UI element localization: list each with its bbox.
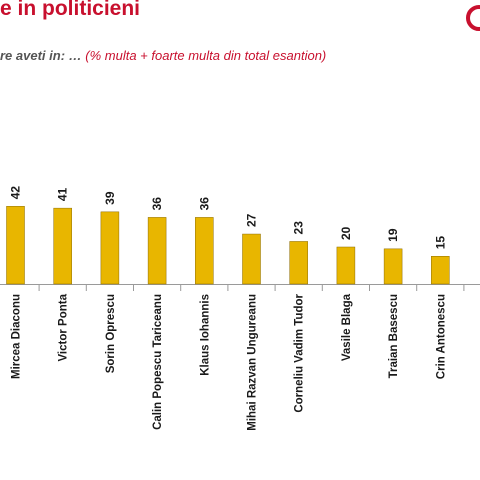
data-label: 36 bbox=[197, 197, 211, 211]
category-label: Crin Antonescu bbox=[435, 294, 447, 379]
chart-note: (% multa + foarte multa din total esanti… bbox=[85, 48, 327, 63]
bar bbox=[100, 211, 120, 285]
chart-subtitle: re aveti in: … (% multa + foarte multa d… bbox=[0, 48, 326, 63]
category-label: Mihai Razvan Ungureanu bbox=[247, 294, 259, 431]
data-label: 23 bbox=[292, 221, 306, 235]
category-label: Corneliu Vadim Tudor bbox=[294, 293, 306, 412]
bar bbox=[195, 217, 214, 285]
category-label: Sorin Oprescu bbox=[105, 294, 117, 373]
brand-logo-icon bbox=[466, 5, 480, 31]
bar bbox=[336, 246, 356, 285]
data-label: 36 bbox=[150, 197, 164, 211]
data-label: 19 bbox=[386, 228, 400, 242]
bar bbox=[289, 241, 308, 285]
bar bbox=[242, 233, 261, 285]
category-label: Traian Basescu bbox=[388, 294, 400, 378]
category-label: Mircea Diaconu bbox=[11, 294, 23, 379]
bar bbox=[6, 206, 25, 285]
survey-question: re aveti in: … bbox=[0, 48, 82, 63]
page-title: e in politicieni bbox=[0, 0, 141, 20]
bar bbox=[53, 207, 72, 285]
data-label: 15 bbox=[433, 236, 447, 250]
category-label: Calin Popescu Tariceanu bbox=[152, 294, 164, 430]
bar bbox=[383, 248, 403, 285]
data-label: 20 bbox=[339, 226, 353, 240]
bar bbox=[431, 256, 450, 285]
category-label: Victor Ponta bbox=[58, 293, 70, 361]
data-label: 41 bbox=[56, 187, 70, 201]
category-label: Klaus Iohannis bbox=[199, 294, 211, 376]
data-label: 39 bbox=[103, 191, 117, 205]
bar bbox=[147, 217, 167, 285]
category-label: Vasile Blaga bbox=[341, 293, 353, 361]
data-label: 27 bbox=[245, 213, 259, 227]
data-label: 42 bbox=[9, 186, 23, 200]
